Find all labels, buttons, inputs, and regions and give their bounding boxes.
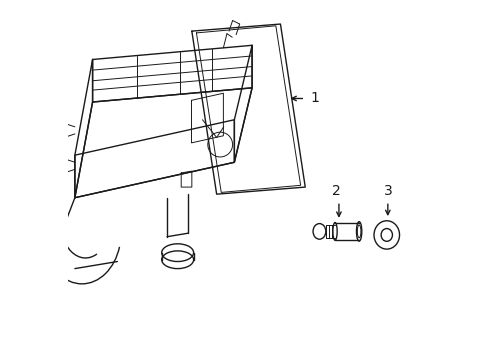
Text: 3: 3 (384, 184, 392, 198)
Text: 2: 2 (332, 184, 341, 198)
Text: 1: 1 (311, 91, 319, 105)
